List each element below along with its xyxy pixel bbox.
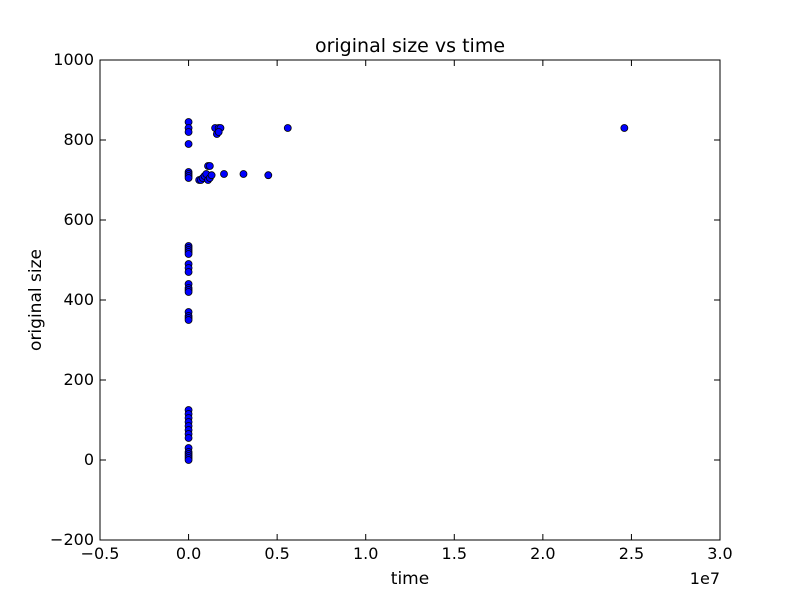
x-tick-label: 1.5 [442, 544, 467, 563]
y-tick-label: 200 [63, 370, 94, 389]
data-point [264, 171, 273, 180]
chart-title: original size vs time [315, 35, 505, 57]
data-point [239, 170, 248, 178]
data-point [220, 170, 228, 178]
data-points [184, 118, 629, 464]
data-point [184, 268, 193, 276]
y-tick-label: 400 [63, 290, 94, 309]
data-point [207, 171, 216, 180]
axis-ticks [99, 59, 721, 541]
x-tick-label: 3.0 [707, 544, 732, 563]
x-tick-label: 1.0 [353, 544, 378, 563]
data-point [184, 288, 193, 296]
x-tick-label: 2.0 [530, 544, 555, 563]
data-point [620, 124, 629, 132]
x-tick-label: −0.5 [81, 544, 120, 563]
x-tick-label: 0.0 [176, 544, 201, 563]
data-point [184, 250, 193, 258]
y-tick-label: −200 [50, 530, 94, 549]
tick-labels: −0.5 0.0 0.5 1.0 1.5 2.0 2.5 3.0 −200 0 200 400 600 8… [50, 50, 733, 563]
data-point [184, 434, 193, 442]
data-point [184, 140, 193, 148]
data-point [214, 128, 223, 136]
x-tick-label: 0.5 [264, 544, 289, 563]
plot-area [99, 59, 721, 541]
x-axis-label: time [391, 569, 429, 589]
y-tick-label: 800 [63, 130, 94, 149]
y-tick-label: 600 [63, 210, 94, 229]
data-point [205, 162, 214, 170]
data-point [283, 124, 292, 132]
data-point [184, 456, 193, 464]
y-axis-label: original size [26, 249, 46, 351]
data-point [184, 128, 193, 136]
data-point [184, 174, 193, 182]
y-tick-label: 0 [84, 450, 94, 469]
data-point [184, 316, 193, 324]
y-tick-label: 1000 [53, 50, 94, 69]
x-tick-label: 2.5 [619, 544, 644, 563]
x-scale-label: 1e7 [690, 569, 720, 588]
